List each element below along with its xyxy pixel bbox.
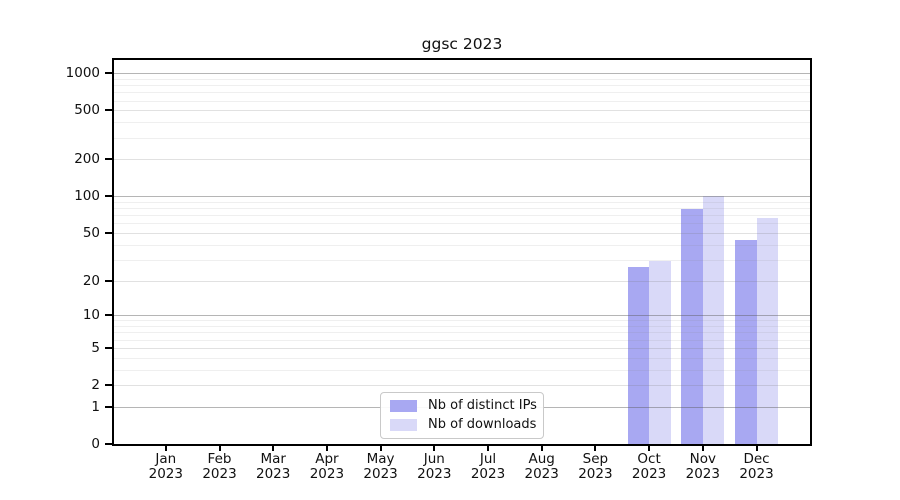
gridline-50	[114, 232, 810, 234]
minor-gridline-90	[114, 201, 810, 203]
y-tick-label-200: 200	[74, 151, 100, 168]
bar-nov-downloads	[702, 195, 725, 444]
minor-gridline-70	[114, 215, 810, 217]
y-tick-label-5: 5	[91, 339, 100, 356]
minor-gridline-60	[114, 223, 810, 225]
y-tick-mark-200	[105, 158, 112, 161]
y-tick-mark-500	[105, 109, 112, 112]
x-tick-label-sep: Sep 2023	[578, 451, 613, 482]
y-tick-mark-100	[105, 195, 112, 198]
bar-dec-distinct-ips	[735, 239, 757, 444]
y-tick-mark-1000	[105, 72, 112, 75]
y-tick-label-0: 0	[91, 436, 100, 452]
y-tick-mark-10	[105, 314, 112, 317]
bar-nov-distinct-ips	[681, 209, 703, 444]
x-tick-mark-jul	[487, 446, 489, 451]
x-tick-mark-aug	[540, 446, 543, 451]
gridline-20	[114, 280, 810, 282]
x-tick-label-mar: Mar 2023	[256, 451, 291, 482]
plot-inner	[114, 60, 810, 444]
y-tick-mark-50	[105, 231, 112, 234]
gridline-5	[114, 347, 810, 349]
bar-oct-distinct-ips	[627, 267, 650, 444]
gridline-500	[114, 110, 810, 112]
minor-gridline-700	[114, 92, 810, 94]
x-tick-label-may: May 2023	[363, 451, 398, 482]
gridline-200	[114, 159, 810, 161]
legend-item-downloads: Nb of downloads	[390, 417, 537, 432]
x-tick-mark-oct	[648, 446, 651, 451]
x-tick-label-jan: Jan 2023	[148, 451, 183, 482]
x-tick-mark-sep	[594, 446, 597, 451]
legend-swatch-downloads	[390, 418, 417, 431]
y-tick-mark-0	[105, 443, 112, 445]
x-tick-label-nov: Nov 2023	[685, 451, 720, 482]
gridline-1000	[114, 73, 810, 75]
minor-gridline-9	[114, 320, 810, 322]
y-tick-label-2: 2	[91, 377, 100, 394]
legend-item-distinct-ips: Nb of distinct IPs	[390, 398, 537, 413]
x-tick-label-apr: Apr 2023	[309, 451, 345, 482]
y-tick-label-500: 500	[74, 102, 100, 119]
y-tick-mark-1	[105, 405, 112, 408]
y-tick-label-20: 20	[82, 272, 100, 289]
x-tick-label-jul: Jul 2023	[470, 451, 506, 482]
y-tick-label-1: 1	[91, 398, 100, 415]
minor-gridline-80	[114, 208, 810, 210]
minor-gridline-30	[114, 259, 810, 261]
plot-area	[112, 58, 812, 446]
y-tick-label-10: 10	[82, 307, 100, 324]
x-tick-mark-feb	[218, 446, 221, 451]
x-tick-label-feb: Feb 2023	[202, 451, 237, 482]
gridline-10	[114, 315, 810, 317]
bar-dec-downloads	[756, 218, 778, 444]
bar-oct-downloads	[649, 261, 671, 444]
x-tick-label-aug: Aug 2023	[524, 451, 559, 482]
x-tick-label-dec: Dec 2023	[739, 451, 774, 482]
legend-swatch-distinct-ips	[390, 399, 417, 412]
y-tick-label-50: 50	[82, 224, 100, 241]
minor-gridline-300	[114, 137, 810, 139]
chart-title: ggsc 2023	[421, 35, 503, 53]
minor-gridline-6	[114, 339, 810, 341]
y-tick-label-100: 100	[74, 188, 100, 205]
legend-label-distinct-ips: Nb of distinct IPs	[428, 398, 537, 413]
minor-gridline-4	[114, 357, 810, 359]
gridline-100	[114, 196, 810, 198]
x-tick-mark-nov	[701, 446, 704, 451]
x-tick-label-oct: Oct 2023	[631, 451, 667, 482]
x-tick-mark-jan	[164, 446, 167, 451]
minor-gridline-600	[114, 100, 810, 102]
gridline-2	[114, 385, 810, 387]
x-tick-mark-jun	[433, 446, 436, 451]
legend-label-downloads: Nb of downloads	[428, 417, 537, 432]
y-tick-label-1000: 1000	[65, 65, 100, 82]
x-tick-mark-may	[379, 446, 382, 451]
x-tick-mark-mar	[272, 446, 275, 451]
legend: Nb of distinct IPs Nb of downloads	[380, 392, 544, 439]
minor-gridline-7	[114, 332, 810, 334]
minor-gridline-8	[114, 326, 810, 328]
minor-gridline-3	[114, 369, 810, 371]
y-tick-mark-20	[105, 279, 112, 282]
minor-gridline-40	[114, 244, 810, 246]
minor-gridline-900	[114, 78, 810, 80]
x-tick-mark-apr	[325, 446, 328, 451]
y-tick-mark-5	[105, 346, 112, 349]
x-tick-label-jun: Jun 2023	[417, 451, 452, 482]
x-tick-mark-dec	[755, 446, 758, 451]
minor-gridline-400	[114, 122, 810, 124]
minor-gridline-800	[114, 85, 810, 87]
y-tick-mark-2	[105, 384, 112, 387]
